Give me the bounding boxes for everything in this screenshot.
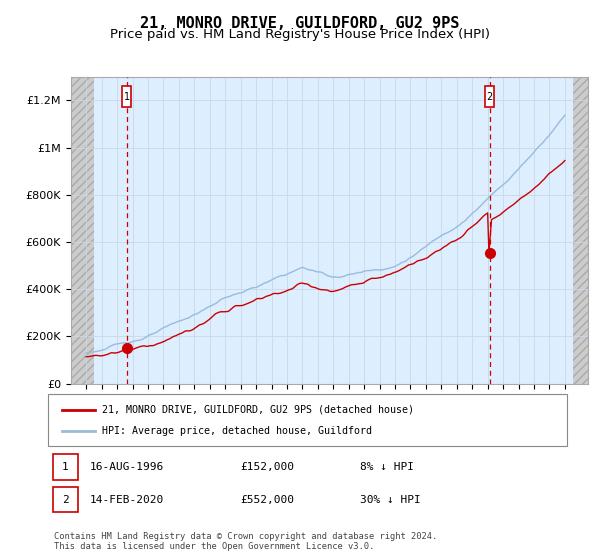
Text: 2: 2 (487, 92, 493, 102)
Text: 30% ↓ HPI: 30% ↓ HPI (360, 494, 421, 505)
Text: 1: 1 (62, 462, 69, 472)
Text: 2: 2 (62, 494, 69, 505)
Bar (71, 77, 94, 384)
Text: 21, MONRO DRIVE, GUILDFORD, GU2 9PS: 21, MONRO DRIVE, GUILDFORD, GU2 9PS (140, 16, 460, 31)
Text: Price paid vs. HM Land Registry's House Price Index (HPI): Price paid vs. HM Land Registry's House … (110, 28, 490, 41)
Text: 8% ↓ HPI: 8% ↓ HPI (360, 462, 414, 472)
FancyBboxPatch shape (122, 86, 131, 108)
FancyBboxPatch shape (485, 86, 494, 108)
Text: 21, MONRO DRIVE, GUILDFORD, GU2 9PS (detached house): 21, MONRO DRIVE, GUILDFORD, GU2 9PS (det… (102, 404, 414, 414)
Text: £552,000: £552,000 (240, 494, 294, 505)
Bar (572, 77, 588, 384)
Text: 16-AUG-1996: 16-AUG-1996 (90, 462, 164, 472)
Text: 14-FEB-2020: 14-FEB-2020 (90, 494, 164, 505)
Text: HPI: Average price, detached house, Guildford: HPI: Average price, detached house, Guil… (102, 426, 372, 436)
Text: Contains HM Land Registry data © Crown copyright and database right 2024.
This d: Contains HM Land Registry data © Crown c… (54, 532, 437, 552)
Text: £152,000: £152,000 (240, 462, 294, 472)
Text: 1: 1 (124, 92, 130, 102)
